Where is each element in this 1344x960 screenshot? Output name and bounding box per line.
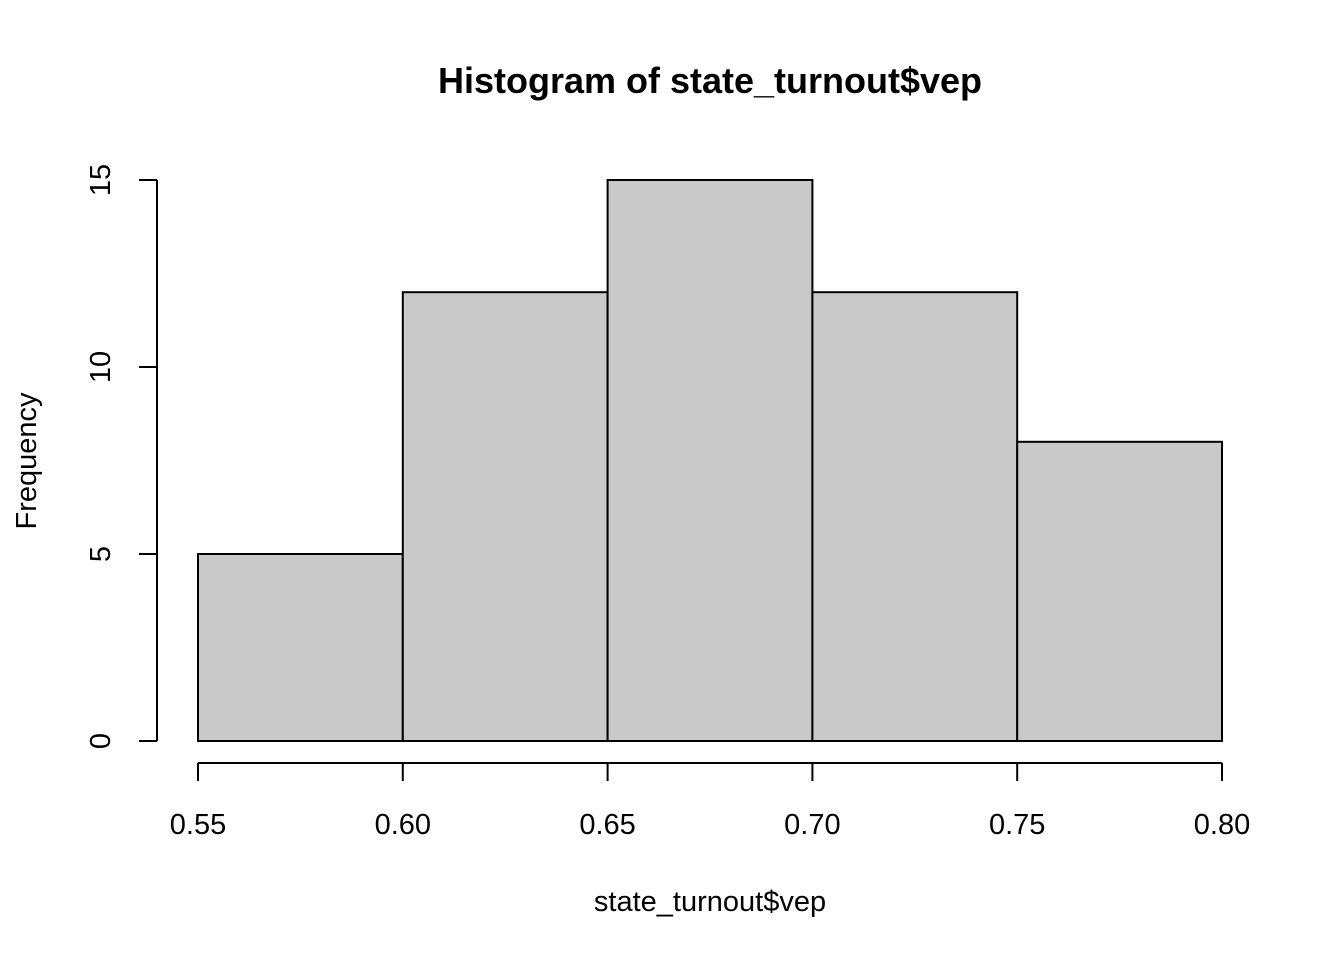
- x-tick-label: 0.70: [784, 809, 840, 841]
- histogram-bar-1: [197, 553, 404, 742]
- bars-group: [197, 179, 1224, 742]
- histogram-bar-3: [606, 179, 814, 742]
- x-axis-label: state_turnout$vep: [594, 886, 826, 918]
- y-tick-label: 10: [85, 351, 117, 383]
- x-tick-label: 0.65: [579, 809, 635, 841]
- y-axis-label: Frequency: [11, 392, 43, 530]
- x-tick-label: 0.55: [170, 809, 226, 841]
- histogram-bar-2: [401, 291, 609, 742]
- x-tick-label: 0.80: [1194, 809, 1250, 841]
- x-tick-label: 0.60: [375, 809, 431, 841]
- chart-title: Histogram of state_turnout$vep: [438, 60, 982, 101]
- histogram-bar-4: [811, 291, 1019, 742]
- y-tick-label: 0: [85, 733, 117, 749]
- y-axis: 0 5 10 15: [85, 164, 158, 749]
- x-axis: 0.55 0.60 0.65 0.70 0.75 0.80: [170, 762, 1250, 841]
- histogram-bar-5: [1016, 440, 1224, 742]
- y-tick-label: 5: [85, 546, 117, 562]
- x-tick-label: 0.75: [989, 809, 1045, 841]
- y-tick-label: 15: [85, 164, 117, 196]
